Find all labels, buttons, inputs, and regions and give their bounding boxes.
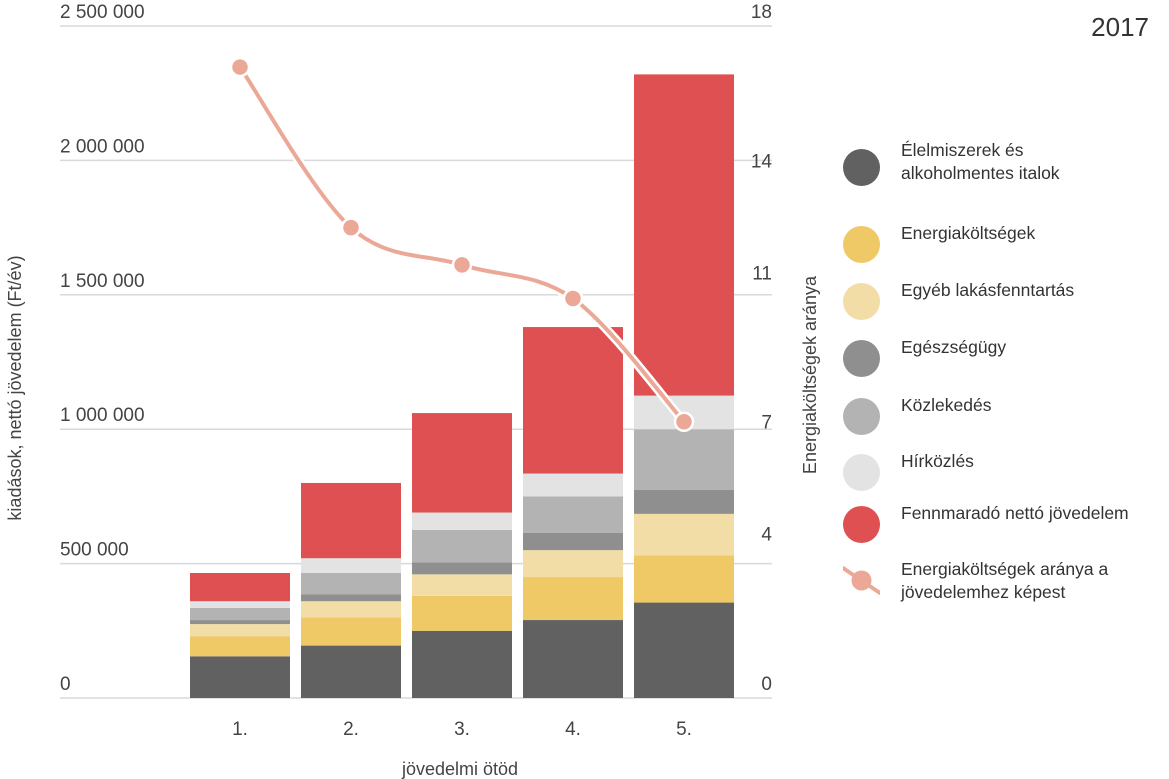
bar-segment xyxy=(412,562,512,575)
legend-swatch xyxy=(843,283,880,320)
x-tick-label: 5. xyxy=(676,719,692,740)
y2-axis-label: Energiaköltségek aránya xyxy=(800,275,820,474)
y-tick-label: 1 000 000 xyxy=(60,405,145,426)
year-label: 2017 xyxy=(1091,12,1149,42)
x-axis-label: jövedelmi ötöd xyxy=(401,759,518,779)
left-axis-ticks: 0 500 000 1 000 000 1 500 000 2 000 000 2 500… xyxy=(60,2,145,695)
y-axis-label: kiadások, nettó jövedelem (Ft/év) xyxy=(5,255,25,520)
bar-segment xyxy=(523,550,623,578)
bar-segment xyxy=(523,620,623,698)
legend-label: Energiaköltségek xyxy=(901,223,1036,243)
legend-item: Hírközlés xyxy=(843,450,974,491)
x-axis-ticks: 1. 2. 3. 4. 5. xyxy=(232,719,692,740)
bar-segment xyxy=(190,624,290,637)
right-axis-ticks: 0 4 7 11 14 18 xyxy=(751,2,773,695)
bar-segment xyxy=(190,636,290,657)
bar-segment xyxy=(634,489,734,514)
y2-tick-label: 4 xyxy=(761,525,772,546)
ratio-point xyxy=(340,217,362,238)
legend-swatch xyxy=(843,149,880,186)
legend-line-swatch xyxy=(841,562,882,599)
bar-segment xyxy=(412,512,512,530)
legend-label: Egyéb lakásfenntartás xyxy=(901,280,1075,300)
y-tick-label: 2 500 000 xyxy=(60,2,145,23)
y-tick-label: 0 xyxy=(60,674,71,695)
y2-tick-label: 11 xyxy=(752,263,772,284)
legend-label: Közlekedés xyxy=(901,395,992,415)
x-tick-label: 1. xyxy=(232,719,248,740)
bar-segment xyxy=(523,577,623,621)
ratio-line xyxy=(229,56,695,432)
bar-segment xyxy=(634,513,734,556)
bar-segment xyxy=(523,327,623,474)
bar-segment xyxy=(634,602,734,698)
bar-segment xyxy=(634,429,734,490)
bar-segment xyxy=(301,594,401,602)
y2-tick-label: 0 xyxy=(761,674,772,695)
bar-segment xyxy=(190,620,290,625)
legend-item: Fennmaradó nettó jövedelem xyxy=(843,502,1129,543)
legend-swatch xyxy=(843,454,880,491)
legend-label: Hírközlés xyxy=(901,451,974,471)
legend-label: Energiaköltségek aránya a jövedelemhez k… xyxy=(901,559,1109,602)
bar-segment xyxy=(523,473,623,497)
legend-item: Egészségügy xyxy=(843,336,1006,377)
stacked-bars xyxy=(190,74,734,698)
y-tick-label: 1 500 000 xyxy=(60,271,145,292)
bar-segment xyxy=(190,601,290,608)
legend-item-line: Energiaköltségek aránya a jövedelemhez k… xyxy=(841,558,1121,604)
bar-segment xyxy=(523,532,623,551)
y2-tick-label: 7 xyxy=(761,413,772,434)
bar-segment xyxy=(301,645,401,698)
legend-swatch xyxy=(843,226,880,263)
ratio-point xyxy=(562,288,584,309)
bar-segment xyxy=(190,607,290,621)
bar-segment xyxy=(190,573,290,602)
legend-item: Energiaköltségek xyxy=(843,222,1035,263)
x-tick-label: 4. xyxy=(565,719,581,740)
bar-segment xyxy=(301,573,401,595)
ratio-point xyxy=(229,56,251,78)
x-tick-label: 2. xyxy=(343,719,359,740)
bar-segment xyxy=(634,74,734,396)
ratio-point xyxy=(451,254,473,276)
legend-label: Élelmiszerek és alkoholmentes italok xyxy=(901,140,1060,183)
bar-segment xyxy=(412,530,512,563)
legend-item: Élelmiszerek és alkoholmentes italok xyxy=(843,139,1101,186)
legend-label: Egészségügy xyxy=(901,337,1007,357)
y-tick-label: 500 000 xyxy=(60,540,129,561)
bar-segment xyxy=(301,482,401,559)
bar-segment xyxy=(634,555,734,603)
bar-segment xyxy=(412,595,512,631)
legend-swatch xyxy=(843,506,880,543)
bar-segment xyxy=(412,630,512,698)
bar-segment xyxy=(301,558,401,574)
legend-swatch xyxy=(843,398,880,435)
y2-tick-label: 18 xyxy=(751,2,772,23)
legend-item: Egyéb lakásfenntartás xyxy=(843,279,1074,320)
x-tick-label: 3. xyxy=(454,719,470,740)
bar-segment xyxy=(190,656,290,698)
legend-label: Fennmaradó nettó jövedelem xyxy=(901,503,1129,523)
legend-item: Közlekedés xyxy=(843,394,991,435)
bar-segment xyxy=(523,496,623,533)
y-tick-label: 2 000 000 xyxy=(60,136,145,157)
bar-segment xyxy=(412,574,512,596)
bar-segment xyxy=(301,617,401,646)
bar-segment xyxy=(412,413,512,513)
legend-swatch xyxy=(843,340,880,377)
bar-segment xyxy=(301,601,401,618)
y2-tick-label: 14 xyxy=(751,151,773,172)
ratio-point xyxy=(673,411,695,432)
